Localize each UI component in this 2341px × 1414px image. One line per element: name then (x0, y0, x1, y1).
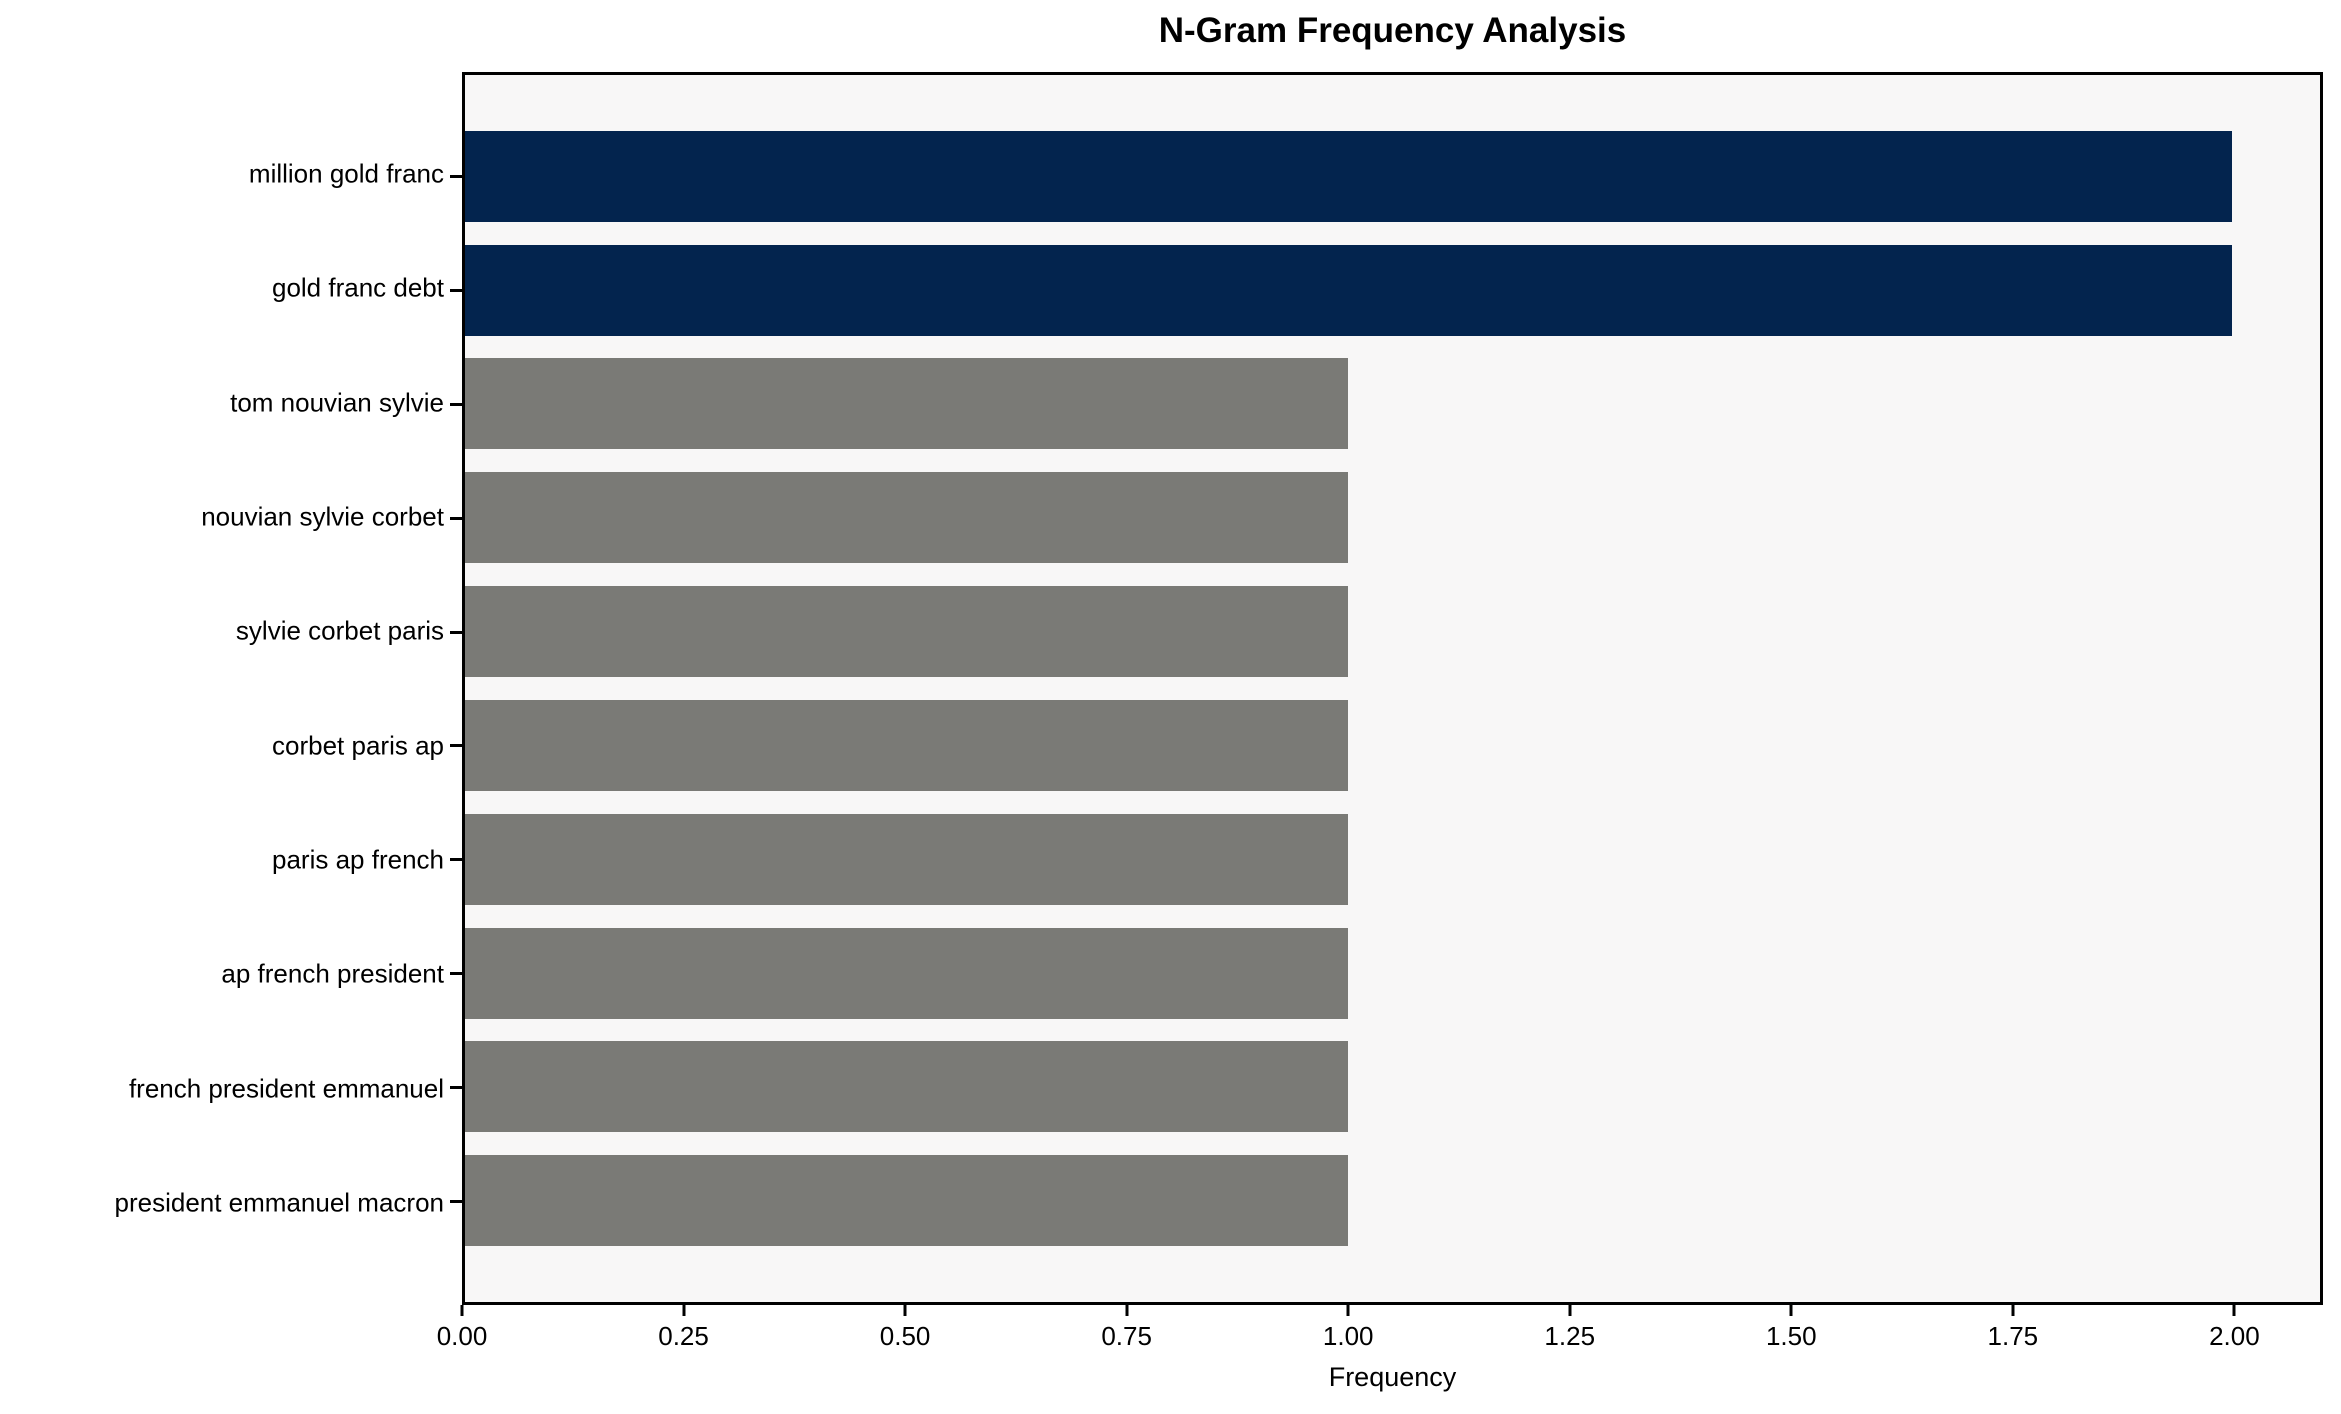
y-tick-mark (450, 858, 462, 862)
y-tick-mark (450, 289, 462, 293)
y-tick-label: french president emmanuel (128, 1073, 444, 1104)
y-tick-mark (450, 175, 462, 179)
x-tick-label: 1.25 (1544, 1321, 1596, 1351)
chart-title: N-Gram Frequency Analysis (1158, 11, 1627, 50)
x-axis-title: Frequency (1328, 1362, 1457, 1392)
x-tick-label: 2.00 (2209, 1321, 2260, 1351)
y-tick-mark (450, 744, 462, 748)
y-tick-label: ap french president (221, 958, 444, 989)
y-tick-mark (450, 1085, 462, 1089)
y-tick-mark (450, 1199, 462, 1203)
x-tick-label: 0.00 (436, 1321, 488, 1351)
x-tick-mark (1346, 1305, 1350, 1316)
bar-ap-french-president (465, 927, 1349, 1019)
x-tick-mark (1568, 1305, 1572, 1316)
y-tick-mark (450, 972, 462, 976)
x-tick-mark (682, 1305, 686, 1316)
x-tick-label: 1.50 (1765, 1321, 1817, 1351)
bar-sylvie-corbet-paris (465, 586, 1349, 678)
bar-tom-nouvian-sylvie (465, 358, 1349, 450)
x-tick-label: 1.75 (1987, 1321, 2039, 1351)
plot-area (450, 72, 2323, 1305)
bar-french-president-emmanuel (465, 1041, 1349, 1133)
y-tick-label: sylvie corbet paris (235, 615, 444, 646)
bar-gold-franc-debt (465, 244, 2232, 336)
x-tick-mark (903, 1305, 907, 1316)
x-tick-label: 0.75 (1101, 1321, 1152, 1351)
x-axis: 0.00 0.25 0.50 0.75 1.00 1.25 1.50 1.75 2.00 (437, 1305, 2323, 1414)
y-tick-label: gold franc debt (271, 272, 444, 303)
y-tick-label: tom nouvian sylvie (230, 387, 444, 418)
y-tick-label: million gold franc (248, 158, 444, 189)
bar-president-emmanuel-macron (465, 1155, 1349, 1247)
y-tick-mark (450, 402, 462, 406)
x-tick-mark (1125, 1305, 1129, 1316)
x-tick-label: 1.00 (1322, 1321, 1374, 1351)
x-tick-label: 0.50 (879, 1321, 931, 1351)
bar-corbet-paris-ap (465, 699, 1349, 791)
y-tick-mark (450, 630, 462, 634)
y-axis: million gold franc gold franc debt tom nou… (0, 72, 445, 1305)
bar-nouvian-sylvie-corbet (465, 472, 1349, 564)
y-tick-label: nouvian sylvie corbet (201, 501, 444, 532)
x-tick-mark (2011, 1305, 2015, 1316)
x-tick-mark (1789, 1305, 1793, 1316)
bar-million-gold-franc (465, 130, 2232, 222)
y-tick-mark (450, 516, 462, 520)
x-tick-mark (460, 1305, 464, 1316)
y-tick-label: president emmanuel macron (114, 1187, 445, 1218)
y-tick-label: paris ap french (272, 844, 444, 875)
x-tick-label: 0.25 (658, 1321, 709, 1351)
bar-paris-ap-french (465, 813, 1349, 905)
y-tick-label: corbet paris ap (272, 730, 444, 761)
x-tick-mark (2232, 1305, 2236, 1316)
